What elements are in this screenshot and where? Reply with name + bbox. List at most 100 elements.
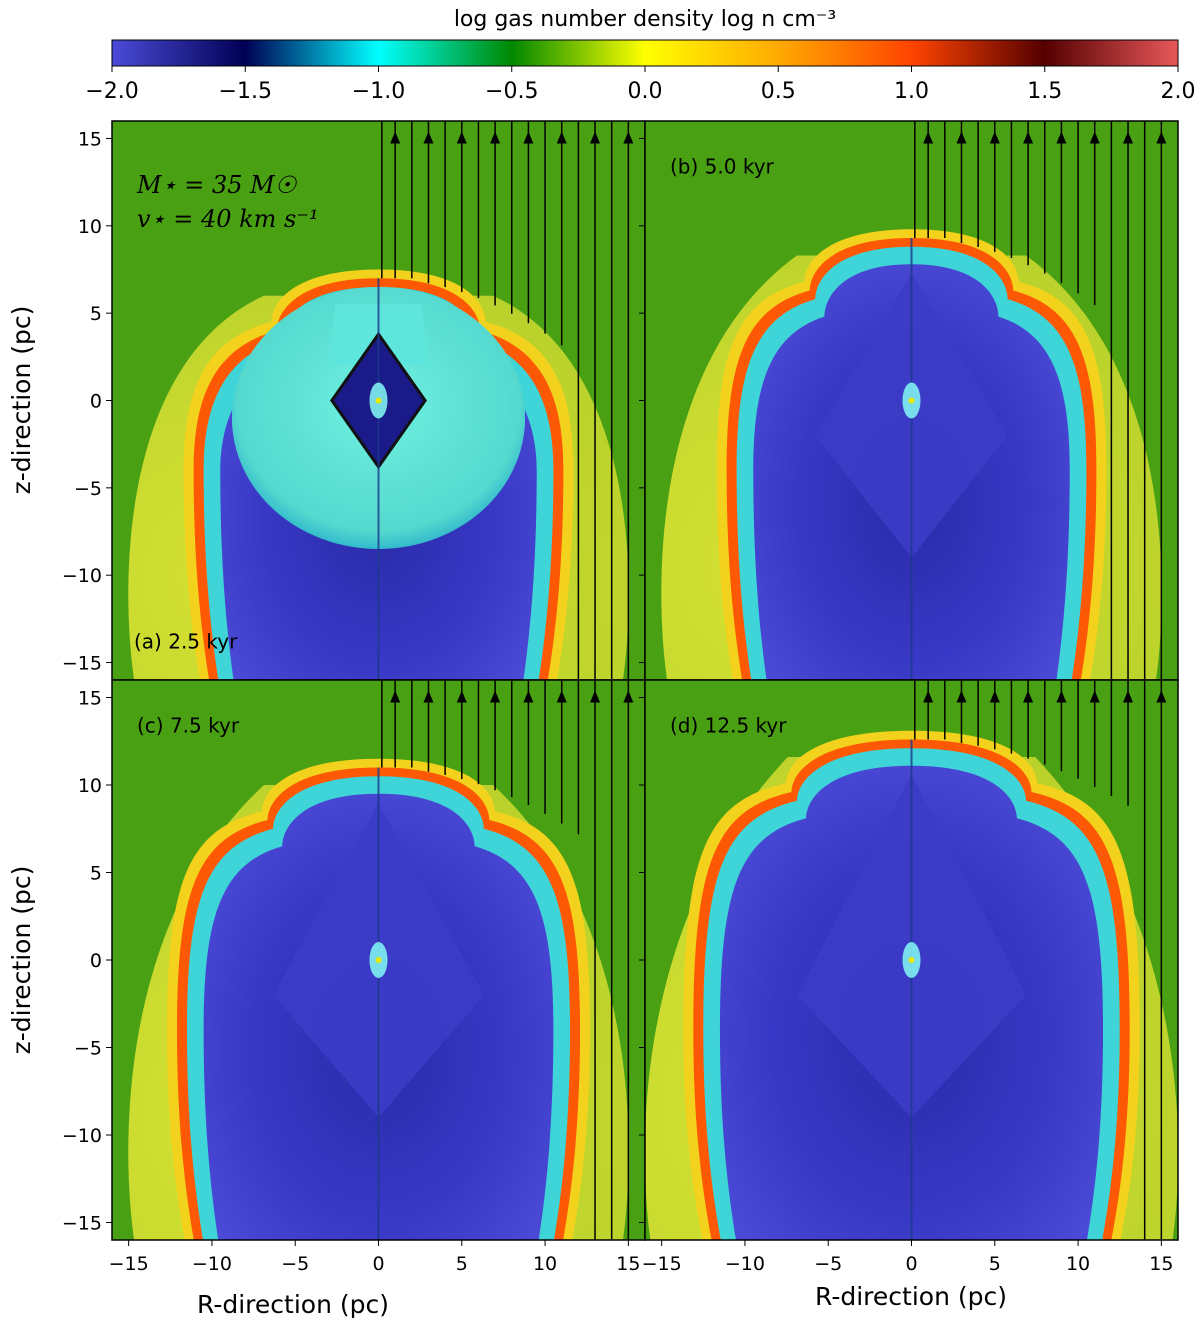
- x-tick-label: −15: [109, 1253, 149, 1275]
- streamline-arrow: [590, 690, 601, 703]
- x-tick-label: 0: [372, 1253, 384, 1275]
- streamline-arrow: [456, 131, 467, 144]
- streamline-arrow: [1089, 690, 1100, 703]
- y-tick-label: 5: [90, 863, 102, 885]
- y-tick-label: 10: [78, 216, 102, 238]
- panel-label: (d) 12.5 kyr: [670, 714, 787, 738]
- streamline-arrow: [1123, 131, 1134, 144]
- y-tick-label: −5: [74, 478, 102, 500]
- streamline-arrow: [989, 690, 1000, 703]
- streamline-arrow: [989, 131, 1000, 144]
- y-tick-label: 5: [90, 303, 102, 325]
- y-axis-label-bottom: z-direction (pc): [7, 866, 36, 1055]
- star: [908, 957, 915, 963]
- y-tick-label: −15: [62, 1213, 102, 1235]
- colorbar-tick-label: −1.0: [352, 79, 405, 104]
- streamline-arrow: [423, 131, 434, 144]
- streamline-arrow: [390, 131, 401, 144]
- streamline-arrow: [523, 690, 534, 703]
- colorbar-tick-label: 2.0: [1161, 79, 1196, 104]
- streamline-arrow: [590, 131, 601, 144]
- x-tick-label: 15: [616, 1253, 640, 1275]
- streamline-arrow: [956, 131, 967, 144]
- streamline-arrow: [623, 690, 634, 703]
- streamline-arrow: [390, 690, 401, 703]
- streamlines: [914, 680, 1167, 1240]
- density-map: [112, 680, 645, 1240]
- x-tick-label: 5: [989, 1253, 1001, 1275]
- colorbar-tick-label: 0.5: [761, 79, 796, 104]
- colorbar-tick-label: −1.5: [219, 79, 272, 104]
- streamlines: [381, 121, 634, 680]
- streamline-arrow: [1023, 690, 1034, 703]
- x-tick-label: 0: [905, 1253, 917, 1275]
- panel-label: (a) 2.5 kyr: [134, 630, 238, 654]
- density-map: [645, 121, 1178, 680]
- streamline-arrow: [423, 690, 434, 703]
- streamline-arrow: [1156, 131, 1167, 144]
- density-map: [645, 680, 1178, 1240]
- x-tick-label: 10: [533, 1253, 557, 1275]
- y-tick-label: −10: [62, 565, 102, 587]
- star-velocity-note: v⋆ = 40 km s⁻¹: [137, 205, 319, 233]
- axis-ticks: −15 −10 −5 0 5 10 15: [62, 128, 629, 686]
- streamline-arrow: [490, 690, 501, 703]
- x-tick-label: −10: [192, 1253, 232, 1275]
- colorbar-ticks: −2.0 −1.5 −1.0 −0.5 0.0 0.5 1.0 1.5 2.0: [85, 66, 1196, 104]
- axis-ticks: −15 −10 −5 0 5 10 15 −15 −10 −5 0 5 10 15: [62, 688, 641, 1276]
- panel-b: (b) 5.0 kyr: [639, 120, 1179, 686]
- x-tick-label: 10: [1066, 1253, 1090, 1275]
- streamline-arrow: [956, 690, 967, 703]
- x-tick-label: −5: [281, 1253, 309, 1275]
- panel-label: (c) 7.5 kyr: [137, 714, 240, 738]
- panel-a: (a) 2.5 kyr −15 −10 −5 0 5 10 15 M⋆ = 35 M☉ v⋆ = …: [62, 120, 646, 686]
- streamline-arrow: [490, 131, 501, 144]
- y-axis-label-top: z-direction (pc): [7, 306, 36, 495]
- streamline-arrow: [1023, 131, 1034, 144]
- colorbar-tick-label: −0.5: [485, 79, 538, 104]
- star: [908, 397, 915, 404]
- streamline-arrow: [923, 131, 934, 144]
- streamline-arrow: [1056, 690, 1067, 703]
- axis-ticks: −15 −10 −5 0 5 10 15: [639, 697, 1173, 1275]
- star-mass-note: M⋆ = 35 M☉: [136, 171, 298, 199]
- y-tick-label: −15: [62, 653, 102, 675]
- x-axis-label-left: R-direction (pc): [197, 1290, 389, 1319]
- streamline-arrow: [1056, 131, 1067, 144]
- streamline-arrow: [1123, 690, 1134, 703]
- x-axis-label-right: R-direction (pc): [815, 1282, 1007, 1311]
- y-tick-label: 15: [78, 128, 102, 150]
- panel-label: (b) 5.0 kyr: [670, 154, 775, 178]
- colorbar-tick-label: 0.0: [628, 79, 663, 104]
- colorbar-tick-label: −2.0: [85, 79, 138, 104]
- streamline-arrow: [623, 131, 634, 144]
- panels: (a) 2.5 kyr −15 −10 −5 0 5 10 15 M⋆ = 35 M☉ v⋆ = …: [62, 120, 1179, 1276]
- y-tick-label: 0: [90, 391, 102, 413]
- streamline-arrow: [923, 690, 934, 703]
- streamlines: [381, 680, 634, 1240]
- x-tick-label: 15: [1149, 1253, 1173, 1275]
- streamline-arrow: [523, 131, 534, 144]
- streamline-arrow: [556, 131, 567, 144]
- y-tick-label: 0: [90, 950, 102, 972]
- density-map: [112, 121, 645, 680]
- y-tick-label: −10: [62, 1125, 102, 1147]
- panel-c: (c) 7.5 kyr −15 −10 −5 0 5 10 15 −15 −10 −5 0 5 10 15: [62, 679, 646, 1276]
- colorbar-tick-label: 1.5: [1027, 79, 1062, 104]
- panel-d: (d) 12.5 kyr −15 −10 −5 0 5 10 15: [639, 679, 1179, 1275]
- streamline-arrow: [1156, 690, 1167, 703]
- colorbar: log gas number density log n cm⁻³ −2.0 −1…: [85, 7, 1195, 104]
- streamline-arrow: [1089, 131, 1100, 144]
- streamline-arrow: [556, 690, 567, 703]
- x-tick-label: −5: [814, 1253, 842, 1275]
- colorbar-tick-label: 1.0: [894, 79, 929, 104]
- y-tick-label: −5: [74, 1038, 102, 1060]
- y-tick-label: 10: [78, 775, 102, 797]
- star: [375, 957, 382, 963]
- colorbar-gradient: [111, 39, 1179, 67]
- colorbar-label: log gas number density log n cm⁻³: [454, 7, 836, 32]
- streamline-arrow: [456, 690, 467, 703]
- y-tick-label: 15: [78, 688, 102, 710]
- streamlines: [914, 121, 1167, 680]
